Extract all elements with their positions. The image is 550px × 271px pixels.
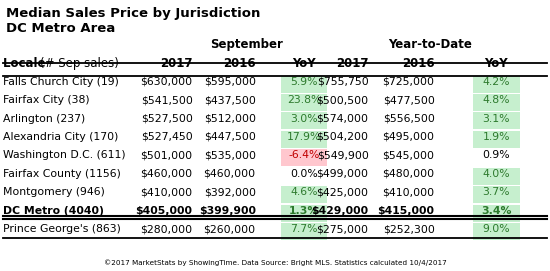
Text: Arlington (237): Arlington (237) <box>3 114 85 124</box>
FancyBboxPatch shape <box>280 94 327 111</box>
Text: September: September <box>210 38 283 51</box>
Text: 3.1%: 3.1% <box>483 114 510 124</box>
FancyBboxPatch shape <box>473 94 520 111</box>
FancyBboxPatch shape <box>473 205 520 221</box>
Text: 4.6%: 4.6% <box>290 187 318 197</box>
Text: $252,300: $252,300 <box>383 224 434 234</box>
Text: $410,000: $410,000 <box>382 187 435 197</box>
Text: $527,450: $527,450 <box>141 132 192 142</box>
Text: Alexandria City (170): Alexandria City (170) <box>3 132 118 142</box>
Text: $495,000: $495,000 <box>382 132 435 142</box>
FancyBboxPatch shape <box>280 149 327 166</box>
Text: $541,500: $541,500 <box>141 95 192 105</box>
Text: 5.9%: 5.9% <box>290 77 318 87</box>
Text: Fairfax County (1156): Fairfax County (1156) <box>3 169 120 179</box>
Text: YoY: YoY <box>292 57 316 70</box>
Text: $500,500: $500,500 <box>316 95 369 105</box>
Text: $477,500: $477,500 <box>383 95 434 105</box>
Text: 2016: 2016 <box>402 57 435 70</box>
Text: Montgomery (946): Montgomery (946) <box>3 187 104 197</box>
Text: $447,500: $447,500 <box>204 132 256 142</box>
Text: $437,500: $437,500 <box>204 95 256 105</box>
Text: YoY: YoY <box>485 57 508 70</box>
Text: $630,000: $630,000 <box>140 77 192 87</box>
Text: $574,000: $574,000 <box>316 114 369 124</box>
Text: $556,500: $556,500 <box>383 114 434 124</box>
Text: $460,000: $460,000 <box>140 169 192 179</box>
Text: $429,000: $429,000 <box>311 206 368 216</box>
Text: $501,000: $501,000 <box>140 150 192 160</box>
Text: $480,000: $480,000 <box>382 169 435 179</box>
Text: 17.9%: 17.9% <box>287 132 321 142</box>
Text: Locale: Locale <box>3 57 49 70</box>
Text: $405,000: $405,000 <box>135 206 192 216</box>
Text: $595,000: $595,000 <box>204 77 256 87</box>
Text: Falls Church City (19): Falls Church City (19) <box>3 77 119 87</box>
FancyBboxPatch shape <box>473 76 520 92</box>
Text: 0.9%: 0.9% <box>482 150 510 160</box>
Text: 0.0%: 0.0% <box>290 169 318 179</box>
Text: 1.3%: 1.3% <box>289 206 319 216</box>
Text: $512,000: $512,000 <box>204 114 256 124</box>
Text: 9.0%: 9.0% <box>482 224 510 234</box>
Text: DC Metro Area: DC Metro Area <box>6 22 115 35</box>
FancyBboxPatch shape <box>473 223 520 240</box>
Text: $410,000: $410,000 <box>140 187 192 197</box>
Text: 23.8%: 23.8% <box>287 95 321 105</box>
FancyBboxPatch shape <box>280 131 327 148</box>
Text: $755,750: $755,750 <box>317 77 368 87</box>
Text: 7.7%: 7.7% <box>290 224 318 234</box>
Text: DC Metro (4040): DC Metro (4040) <box>3 206 103 216</box>
Text: 2017: 2017 <box>160 57 192 70</box>
Text: 3.4%: 3.4% <box>481 206 512 216</box>
Text: $535,000: $535,000 <box>204 150 256 160</box>
Text: 2017: 2017 <box>336 57 369 70</box>
FancyBboxPatch shape <box>280 112 327 129</box>
Text: 4.0%: 4.0% <box>482 169 510 179</box>
Text: $280,000: $280,000 <box>140 224 192 234</box>
Text: Year-to-Date: Year-to-Date <box>388 38 472 51</box>
Text: 1.9%: 1.9% <box>483 132 510 142</box>
FancyBboxPatch shape <box>473 131 520 148</box>
FancyBboxPatch shape <box>280 205 327 221</box>
Text: ©2017 MarketStats by ShowingTime. Data Source: Bright MLS. Statistics calculated: ©2017 MarketStats by ShowingTime. Data S… <box>103 259 447 266</box>
Text: $527,500: $527,500 <box>141 114 192 124</box>
Text: $549,900: $549,900 <box>317 150 368 160</box>
Text: $399,900: $399,900 <box>199 206 256 216</box>
Text: -6.4%: -6.4% <box>288 150 320 160</box>
Text: $425,000: $425,000 <box>316 187 369 197</box>
FancyBboxPatch shape <box>280 186 327 203</box>
Text: $545,000: $545,000 <box>382 150 435 160</box>
Text: 3.7%: 3.7% <box>483 187 510 197</box>
Text: $460,000: $460,000 <box>204 169 256 179</box>
Text: $499,000: $499,000 <box>316 169 369 179</box>
FancyBboxPatch shape <box>473 186 520 203</box>
FancyBboxPatch shape <box>280 223 327 240</box>
FancyBboxPatch shape <box>473 168 520 185</box>
Text: 4.2%: 4.2% <box>483 77 510 87</box>
Text: Prince George's (863): Prince George's (863) <box>3 224 120 234</box>
Text: 2016: 2016 <box>223 57 256 70</box>
FancyBboxPatch shape <box>280 76 327 92</box>
Text: $392,000: $392,000 <box>204 187 256 197</box>
Text: $725,000: $725,000 <box>382 77 435 87</box>
Text: 4.8%: 4.8% <box>483 95 510 105</box>
Text: Median Sales Price by Jurisdiction: Median Sales Price by Jurisdiction <box>6 7 260 20</box>
Text: (# Sep sales): (# Sep sales) <box>40 57 118 70</box>
Text: $260,000: $260,000 <box>204 224 256 234</box>
Text: Fairfax City (38): Fairfax City (38) <box>3 95 89 105</box>
Text: $415,000: $415,000 <box>377 206 434 216</box>
Text: $275,000: $275,000 <box>316 224 369 234</box>
Text: 3.0%: 3.0% <box>290 114 318 124</box>
Text: $504,200: $504,200 <box>316 132 369 142</box>
FancyBboxPatch shape <box>473 112 520 129</box>
Text: Washington D.C. (611): Washington D.C. (611) <box>3 150 125 160</box>
